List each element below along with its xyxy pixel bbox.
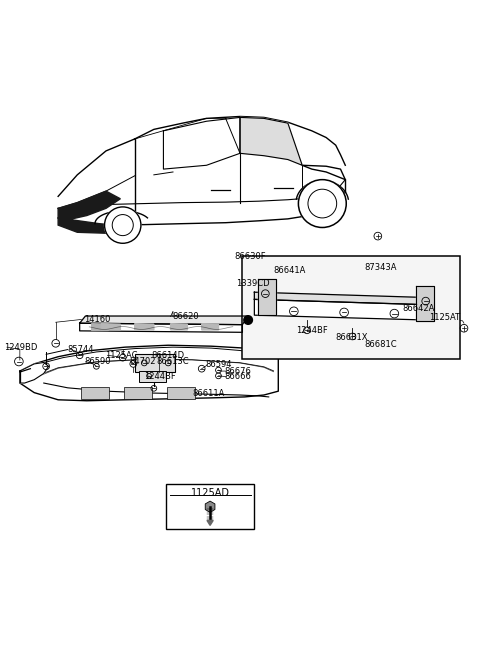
- Bar: [242, 256, 460, 359]
- Polygon shape: [205, 501, 215, 512]
- Text: 86630F: 86630F: [234, 252, 266, 260]
- Text: 86676: 86676: [225, 367, 252, 376]
- Text: 86613C: 86613C: [156, 357, 189, 366]
- Polygon shape: [20, 363, 48, 383]
- Text: 86666: 86666: [225, 373, 252, 381]
- Bar: [135, 354, 175, 372]
- Polygon shape: [258, 279, 276, 315]
- Text: 1339CD: 1339CD: [236, 279, 270, 287]
- Polygon shape: [101, 323, 120, 330]
- Polygon shape: [58, 218, 135, 234]
- Bar: [167, 387, 195, 399]
- Polygon shape: [80, 316, 248, 325]
- Polygon shape: [202, 323, 218, 330]
- Polygon shape: [20, 345, 278, 401]
- Bar: [124, 387, 152, 399]
- Polygon shape: [254, 292, 434, 305]
- Polygon shape: [80, 323, 242, 333]
- Text: 86620: 86620: [172, 312, 199, 321]
- Bar: [166, 483, 254, 529]
- Bar: [81, 387, 109, 399]
- Polygon shape: [207, 520, 213, 525]
- Text: 86641A: 86641A: [274, 266, 306, 275]
- Circle shape: [244, 316, 252, 324]
- Text: 84702: 84702: [129, 357, 156, 366]
- Text: 87343A: 87343A: [364, 263, 397, 272]
- Text: 86642A: 86642A: [403, 304, 435, 314]
- Text: 1244BF: 1244BF: [144, 373, 176, 381]
- Text: 1249BD: 1249BD: [4, 342, 38, 352]
- Text: 86594: 86594: [205, 360, 232, 369]
- Text: 86590: 86590: [84, 357, 111, 366]
- Polygon shape: [58, 191, 120, 220]
- Text: 1244BF: 1244BF: [297, 327, 328, 335]
- Polygon shape: [416, 286, 434, 321]
- Text: 1125AD: 1125AD: [191, 488, 229, 499]
- Polygon shape: [254, 299, 434, 320]
- Text: 14160: 14160: [84, 315, 111, 324]
- Text: 86614D: 86614D: [152, 351, 185, 359]
- Bar: [140, 371, 166, 382]
- Circle shape: [105, 207, 141, 243]
- Text: 1125AC: 1125AC: [105, 351, 138, 359]
- Polygon shape: [58, 117, 345, 224]
- Polygon shape: [135, 323, 154, 330]
- Circle shape: [299, 180, 346, 228]
- Text: 86611A: 86611A: [192, 388, 225, 398]
- Text: 85744: 85744: [68, 344, 94, 354]
- Polygon shape: [240, 117, 302, 165]
- Text: 86681X: 86681X: [336, 333, 368, 342]
- Polygon shape: [92, 323, 108, 331]
- Polygon shape: [170, 323, 187, 330]
- Text: 1125AT: 1125AT: [429, 313, 460, 322]
- Text: 86681C: 86681C: [364, 340, 397, 349]
